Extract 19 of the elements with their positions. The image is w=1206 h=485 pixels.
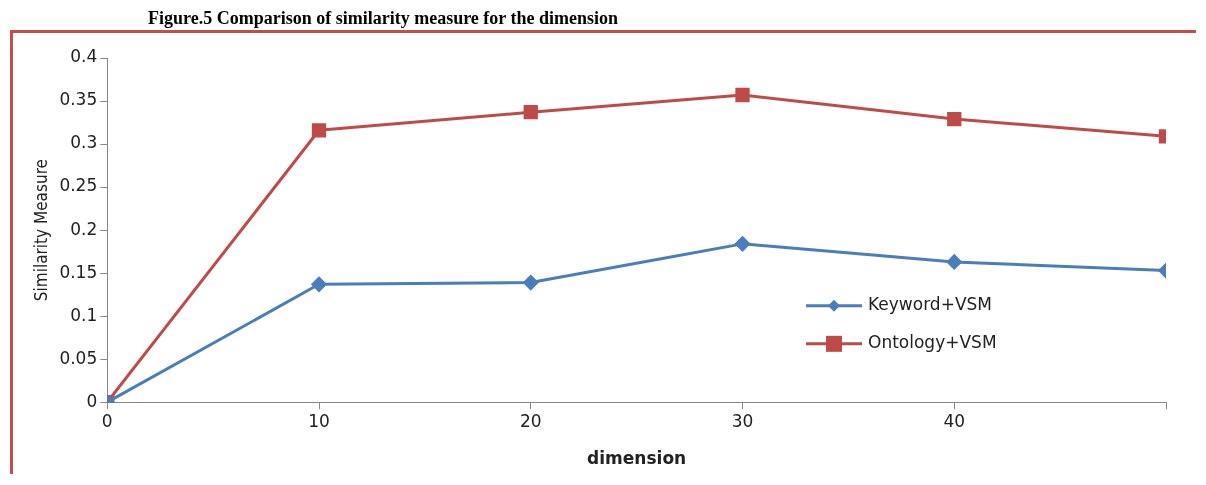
y-tick-label: 0 [86,390,98,411]
y-tick-label: 0.35 [59,89,98,110]
legend-label: Keyword+VSM [868,294,992,315]
x-axis-title: dimension [587,448,687,469]
x-tick-label: 0 [101,410,113,431]
x-tick-label: 10 [308,410,330,431]
y-tick-label: 0.4 [70,46,98,67]
x-tick-label: 40 [943,410,966,431]
y-tick-label: 0.25 [59,175,98,196]
y-tick-label: 0.15 [59,261,98,282]
y-tick-label: 0.3 [70,132,98,153]
chart-title: Figure.5 Comparison of similarity measure for the dimension [147,8,619,30]
y-axis-title: Similarity Measure [30,159,51,302]
legend-label: Ontology+VSM [868,332,997,353]
x-tick-label: 20 [519,410,542,431]
y-tick-label: 0.05 [59,347,98,368]
x-tick-label: 30 [731,410,754,431]
y-tick-label: 0.2 [70,218,98,239]
y-tick-label: 0.1 [70,304,98,325]
